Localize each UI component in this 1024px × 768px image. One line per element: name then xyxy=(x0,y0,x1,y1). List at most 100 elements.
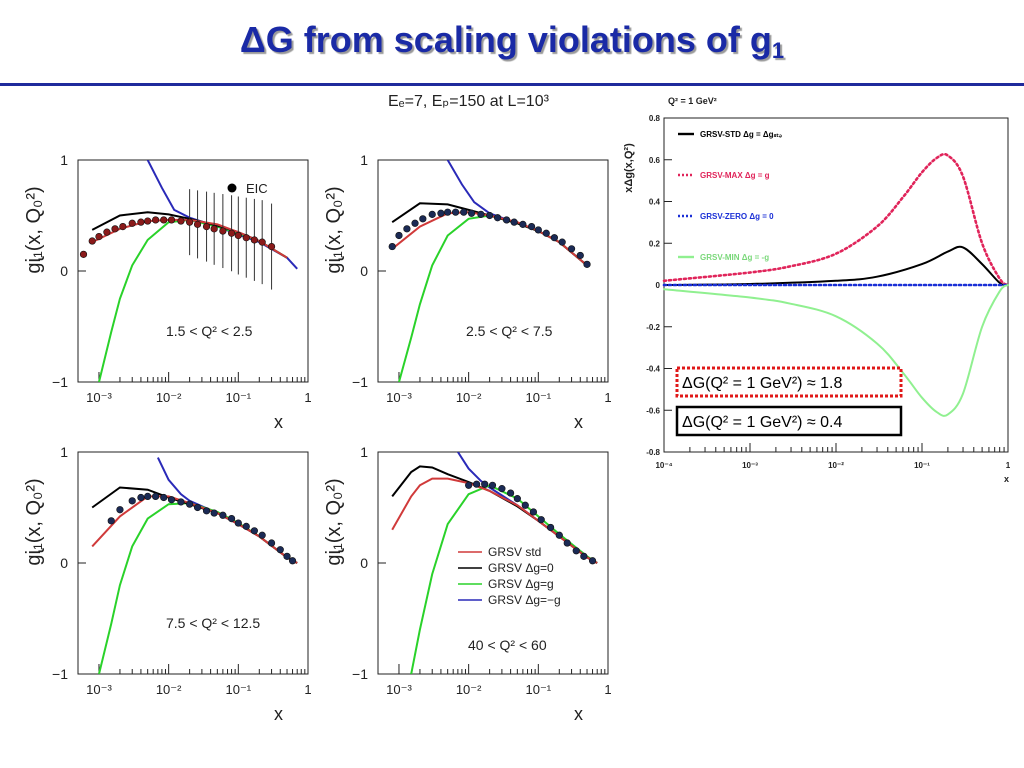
y-tick-label: −1 xyxy=(52,374,68,390)
eic-point xyxy=(465,481,473,489)
eic-point xyxy=(513,495,521,503)
x-tick-label: 10⁻¹ xyxy=(525,390,551,405)
y-tick-label: 0 xyxy=(360,263,368,279)
eic-point xyxy=(177,217,185,225)
eic-point xyxy=(167,216,176,224)
legend-entry: GRSV Δg=0 xyxy=(488,561,554,575)
q2-range-label: 2.5 < Q² < 7.5 xyxy=(466,323,553,339)
eic-point xyxy=(481,480,489,488)
title-subscript: 1 xyxy=(771,38,785,63)
eic-point xyxy=(403,225,411,233)
eic-point xyxy=(128,219,136,227)
legend-entry: GRSV std xyxy=(488,545,541,559)
eic-point xyxy=(167,496,176,504)
x-tick-label: 10⁻² xyxy=(156,682,182,697)
eic-point xyxy=(227,515,236,523)
figure-header: Eₑ=7, Eₚ=150 at L=10³ xyxy=(388,93,550,110)
eic-point xyxy=(210,225,218,233)
eic-point xyxy=(477,210,485,218)
delta-g-chart: Q² = 1 GeV² xΔg(x,Q²) x 0.8 0.6 0.4 0.2 0 -0.2 -0… xyxy=(623,96,1011,484)
eic-point xyxy=(502,216,511,224)
legend-entry-3: GRSV-MIN Δg = -g xyxy=(700,253,769,262)
q2-range-label: 7.5 < Q² < 12.5 xyxy=(166,615,260,631)
eic-point xyxy=(137,493,145,502)
eic-point xyxy=(250,236,258,244)
y-tick-label: -0.6 xyxy=(646,406,660,415)
eic-point xyxy=(419,215,427,223)
eic-point xyxy=(288,557,297,565)
eic-point xyxy=(567,245,576,253)
x-tick-label: 1 xyxy=(604,682,611,697)
eic-point xyxy=(388,242,396,251)
eic-point xyxy=(186,500,194,508)
eic-point xyxy=(395,231,403,240)
annotation-text-0: ΔG(Q² = 1 GeV²) ≈ 1.8 xyxy=(682,375,843,392)
y-tick-label: 1 xyxy=(60,444,68,460)
eic-point xyxy=(186,218,194,226)
eic-point xyxy=(79,250,88,258)
eic-point xyxy=(460,208,468,216)
panels-group: 1 0 −1 10⁻³ 10⁻² 10⁻¹ 1 gᶖ₁(x, Q₀²) x 1.5 < Q² < … xyxy=(23,152,612,724)
eic-point xyxy=(411,219,419,227)
g1-panel-4: 1 0 −1 10⁻³ 10⁻² 10⁻¹ 1 gᶖ₁(x, Q₀²) x 40 < Q² < 6… xyxy=(323,444,612,724)
x-tick-label: 10⁻³ xyxy=(386,390,412,405)
slide-title: ΔG from scaling violations of g1 xyxy=(0,18,1024,73)
legend-entry: GRSV Δg=−g xyxy=(488,593,561,607)
eic-point xyxy=(152,216,160,224)
eic-point xyxy=(555,531,563,539)
series-line-grsv-std xyxy=(391,477,598,564)
eic-point xyxy=(250,527,258,535)
eic-point xyxy=(193,220,202,228)
x-tick-label: 10⁻³ xyxy=(86,390,112,405)
y-tick-label: 0 xyxy=(656,281,661,290)
y-axis-label: xΔg(x,Q²) xyxy=(623,143,635,193)
eic-point xyxy=(546,523,555,532)
eic-point xyxy=(219,511,227,519)
eic-point xyxy=(452,208,460,216)
eic-point xyxy=(437,209,445,217)
y-tick-label: 1 xyxy=(360,152,368,168)
eic-point xyxy=(111,225,119,233)
eic-point xyxy=(486,211,494,220)
annotation-box-0 xyxy=(675,366,903,398)
x-tick-label: 10⁻³ xyxy=(386,682,412,697)
eic-point xyxy=(444,208,452,216)
eic-point xyxy=(210,509,218,517)
eic-point xyxy=(572,547,580,555)
x-axis-label: x xyxy=(1004,474,1009,484)
y-axis-label: gᶖ₁(x, Q₀²) xyxy=(23,186,45,273)
eic-point xyxy=(144,217,152,225)
eic-legend-marker xyxy=(227,183,237,193)
eic-point xyxy=(498,485,506,493)
y-tick-label: -0.8 xyxy=(646,448,660,457)
eic-point xyxy=(534,226,542,234)
y-tick-label: -0.2 xyxy=(646,323,660,332)
x-tick-label: 10⁻³ xyxy=(86,682,112,697)
series-line-3 xyxy=(663,284,1009,417)
annotation-box-1 xyxy=(675,405,903,437)
right-figure: Q² = 1 GeV² xΔg(x,Q²) x 0.8 0.6 0.4 0.2 0 -0.2 -0… xyxy=(622,86,1018,496)
x-tick-label: 10⁻¹ xyxy=(525,682,551,697)
eic-point xyxy=(467,209,476,217)
q2-range-label: 40 < Q² < 60 xyxy=(468,637,547,653)
eic-point xyxy=(107,517,115,525)
g1-panel-3: 1 0 −1 10⁻³ 10⁻² 10⁻¹ 1 gᶖ₁(x, Q₀²) x 7.5 < Q² < … xyxy=(23,444,312,724)
eic-point xyxy=(119,223,127,231)
eic-point xyxy=(527,223,536,231)
series-line-0 xyxy=(663,245,1009,287)
x-tick-label: 10⁻² xyxy=(156,390,182,405)
eic-point xyxy=(563,539,571,547)
eic-point xyxy=(128,497,136,505)
eic-legend-label: EIC xyxy=(246,181,268,196)
y-tick-label: −1 xyxy=(52,666,68,682)
eic-point xyxy=(88,237,96,245)
y-tick-label: 1 xyxy=(60,152,68,168)
eic-point xyxy=(116,506,124,514)
x-tick-label: 10⁻² xyxy=(456,390,482,405)
x-tick-label: 10⁻¹ xyxy=(914,461,930,470)
eic-point xyxy=(202,507,211,515)
y-tick-label: 0 xyxy=(360,555,368,571)
x-tick-label: 1 xyxy=(304,682,311,697)
eic-point xyxy=(529,508,538,516)
x-tick-label: 10⁻² xyxy=(828,461,844,470)
